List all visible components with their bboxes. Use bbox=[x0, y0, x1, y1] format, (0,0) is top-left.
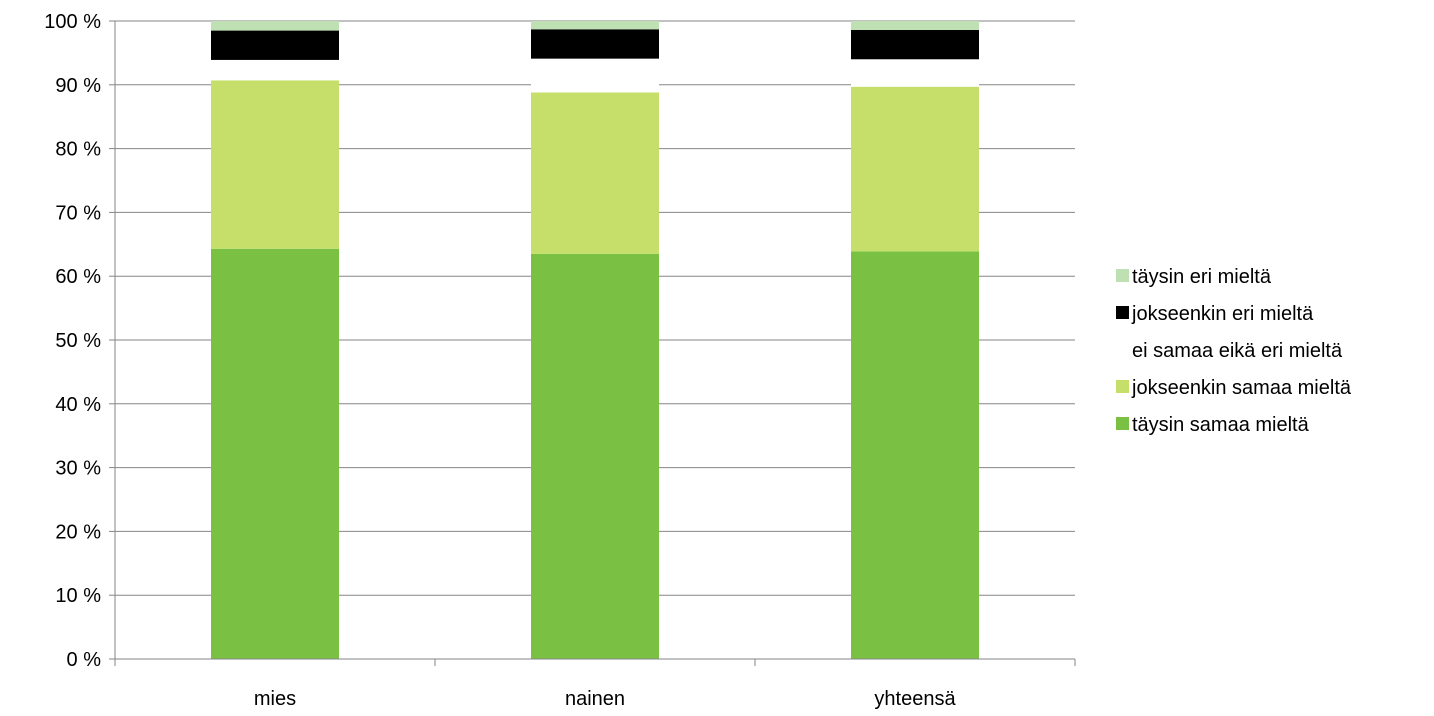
y-tick-label: 80 % bbox=[55, 139, 101, 161]
legend-item: jokseenkin eri mieltä bbox=[1116, 303, 1314, 325]
legend: täysin eri mieltä jokseenkin eri mieltä ei… bbox=[1116, 266, 1352, 436]
y-axis-ticks: 0 % 10 % 20 % 30 % 40 % 50 % 60 % 70 % 80 % 90 % 1… bbox=[44, 11, 101, 671]
legend-label: jokseenkin eri mieltä bbox=[1131, 303, 1314, 325]
bar-segment bbox=[531, 21, 659, 30]
bar-segment bbox=[851, 29, 979, 60]
legend-label: täysin samaa mieltä bbox=[1132, 414, 1310, 436]
bar-segment bbox=[851, 59, 979, 87]
bars bbox=[211, 21, 979, 660]
bar-segment bbox=[851, 251, 979, 659]
bar-segment bbox=[211, 80, 339, 249]
legend-item: jokseenkin samaa mieltä bbox=[1116, 377, 1352, 399]
bar-segment bbox=[531, 58, 659, 93]
y-tick-label: 90 % bbox=[55, 75, 101, 97]
legend-swatch bbox=[1116, 417, 1129, 430]
x-category-label: yhteensä bbox=[874, 688, 956, 710]
bar-segment bbox=[851, 21, 979, 30]
legend-item: täysin eri mieltä bbox=[1116, 266, 1272, 288]
y-tick-label: 10 % bbox=[55, 585, 101, 607]
y-tick-label: 30 % bbox=[55, 458, 101, 480]
legend-swatch bbox=[1116, 380, 1129, 393]
bar-segment bbox=[211, 30, 339, 60]
bar-segment bbox=[531, 253, 659, 659]
y-tick-label: 70 % bbox=[55, 202, 101, 224]
bar-segment bbox=[851, 86, 979, 252]
y-tick-label: 0 % bbox=[67, 649, 102, 671]
x-category-label: mies bbox=[254, 688, 296, 710]
legend-label: ei samaa eikä eri mieltä bbox=[1132, 340, 1343, 362]
legend-swatch bbox=[1116, 269, 1129, 282]
bar-segment bbox=[531, 92, 659, 254]
legend-swatch bbox=[1116, 343, 1129, 356]
y-tick-label: 50 % bbox=[55, 330, 101, 352]
x-axis-categories: mies nainen yhteensä bbox=[254, 688, 957, 710]
legend-item: ei samaa eikä eri mieltä bbox=[1116, 340, 1343, 362]
bar-segment bbox=[211, 59, 339, 81]
x-category-label: nainen bbox=[565, 688, 625, 710]
legend-label: jokseenkin samaa mieltä bbox=[1131, 377, 1352, 399]
bar-segment bbox=[211, 21, 339, 31]
y-tick-label: 20 % bbox=[55, 521, 101, 543]
legend-swatch bbox=[1116, 306, 1129, 319]
legend-item: täysin samaa mieltä bbox=[1116, 414, 1310, 436]
y-tick-label: 60 % bbox=[55, 266, 101, 288]
legend-label: täysin eri mieltä bbox=[1132, 266, 1272, 288]
y-tick-label: 100 % bbox=[44, 11, 101, 33]
bar-segment bbox=[531, 29, 659, 59]
bar-segment bbox=[211, 248, 339, 660]
axes bbox=[109, 20, 1076, 666]
y-tick-label: 40 % bbox=[55, 394, 101, 416]
